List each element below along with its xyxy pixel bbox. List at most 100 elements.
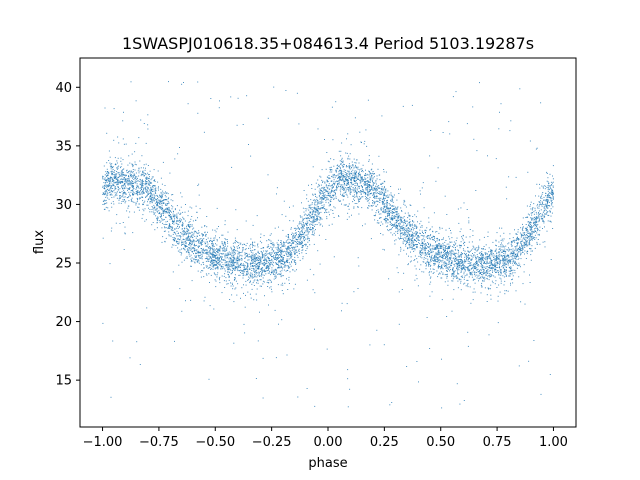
data-point [468, 217, 470, 219]
data-point [428, 235, 430, 237]
data-point [117, 136, 119, 138]
data-point [527, 171, 529, 173]
data-point [271, 271, 273, 273]
data-point [200, 243, 202, 245]
data-point [152, 176, 154, 178]
data-point [330, 169, 331, 171]
data-point [275, 262, 277, 264]
data-point [368, 155, 370, 157]
data-point [534, 216, 535, 218]
data-point [120, 160, 122, 162]
data-point [247, 263, 249, 265]
data-point [381, 189, 383, 190]
data-point [232, 250, 234, 252]
data-point [496, 257, 498, 259]
data-point [375, 206, 377, 207]
data-point [363, 179, 365, 180]
data-point [192, 243, 193, 245]
data-point [535, 225, 536, 227]
data-point [341, 171, 343, 173]
data-point [416, 240, 417, 242]
data-point [239, 252, 241, 253]
data-point [534, 231, 535, 233]
data-point [480, 258, 482, 259]
data-point [267, 174, 269, 176]
data-point [446, 257, 448, 258]
data-point [416, 226, 418, 227]
data-point [134, 151, 136, 153]
data-point [189, 206, 191, 208]
data-point [474, 266, 476, 268]
data-point [546, 206, 548, 208]
data-point [165, 212, 167, 214]
data-point [512, 250, 514, 252]
data-point [453, 252, 455, 254]
data-point [193, 248, 195, 250]
data-point [484, 276, 486, 278]
data-point [493, 259, 495, 261]
data-point [298, 241, 300, 243]
data-point [179, 209, 181, 211]
data-point [276, 193, 277, 195]
data-point [285, 251, 287, 252]
data-point [336, 186, 338, 188]
data-point [143, 167, 144, 169]
data-point [225, 250, 227, 252]
data-point [495, 254, 497, 256]
data-point [482, 265, 484, 267]
data-point [227, 267, 229, 269]
data-point [437, 246, 439, 247]
data-point [301, 244, 303, 246]
data-point [395, 234, 396, 236]
data-point [192, 228, 194, 230]
data-point [140, 173, 142, 175]
data-point [283, 262, 285, 264]
data-point [323, 194, 324, 196]
data-point [333, 199, 335, 200]
data-point [391, 211, 393, 213]
data-point [387, 229, 388, 231]
data-point [288, 283, 290, 284]
data-point [499, 258, 500, 260]
data-point [244, 244, 246, 245]
data-point [293, 246, 294, 248]
data-point [546, 194, 548, 196]
data-point [251, 283, 253, 285]
data-point [520, 254, 521, 256]
data-point [138, 168, 140, 170]
data-point [185, 242, 187, 244]
data-point [314, 199, 316, 201]
data-point [196, 244, 198, 246]
data-point [232, 270, 234, 272]
data-point [280, 265, 282, 267]
data-point [365, 187, 367, 189]
data-point [214, 273, 216, 275]
data-point [311, 184, 313, 186]
data-point [546, 180, 548, 182]
data-point [281, 270, 283, 272]
data-point [550, 208, 552, 210]
data-point [186, 257, 188, 259]
data-point [391, 213, 393, 214]
data-point [361, 168, 363, 170]
data-point [541, 203, 543, 205]
data-point [513, 255, 515, 257]
data-point [428, 265, 429, 267]
data-point [428, 272, 430, 274]
data-point [533, 203, 535, 205]
data-point [440, 244, 442, 246]
data-point [392, 201, 394, 203]
data-point [504, 261, 506, 263]
data-point [387, 199, 388, 201]
data-point [136, 176, 138, 178]
data-point [272, 271, 274, 273]
data-point [204, 225, 206, 227]
data-point [340, 163, 342, 165]
data-point [466, 255, 468, 257]
data-point [308, 184, 309, 186]
data-point [508, 250, 510, 252]
data-point [485, 254, 486, 256]
data-point [451, 274, 453, 276]
data-point [297, 236, 299, 238]
data-point [333, 179, 335, 181]
